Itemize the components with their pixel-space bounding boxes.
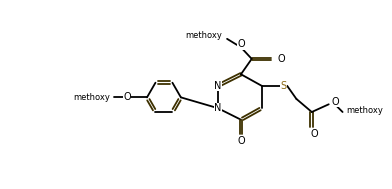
Text: N: N	[214, 103, 221, 113]
Text: O: O	[310, 129, 318, 139]
Text: methoxy: methoxy	[347, 106, 383, 115]
Text: O: O	[237, 136, 245, 146]
Text: O: O	[277, 54, 285, 64]
Text: S: S	[280, 81, 286, 91]
Text: methoxy: methoxy	[73, 93, 110, 102]
Text: O: O	[237, 39, 245, 49]
Text: N: N	[214, 81, 221, 91]
Text: O: O	[123, 92, 131, 102]
Text: methoxy: methoxy	[185, 31, 222, 40]
Text: O: O	[331, 97, 339, 107]
